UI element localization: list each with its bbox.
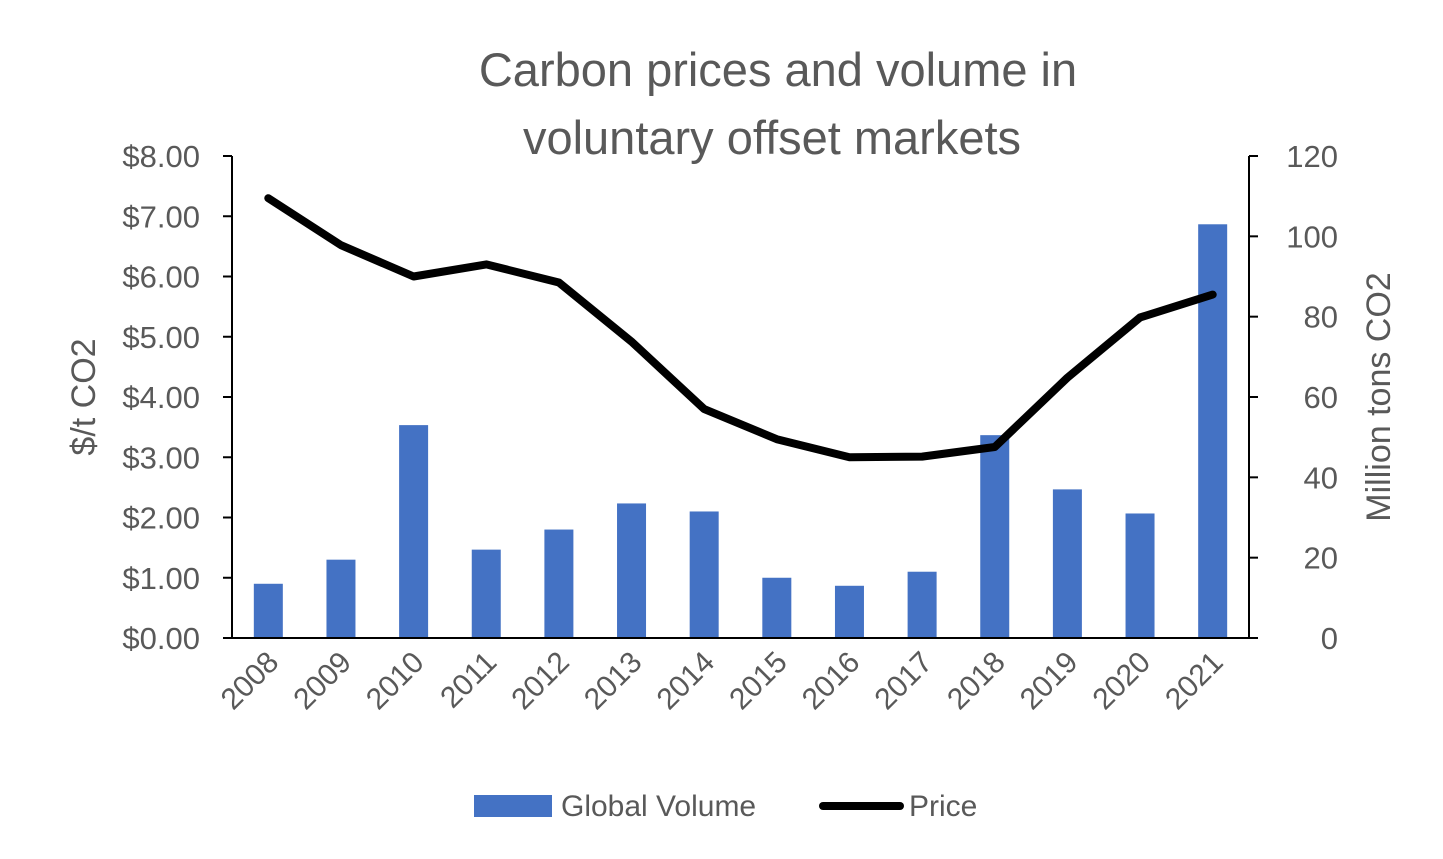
right-tick-label: 100 xyxy=(1286,219,1338,254)
x-tick-label-2020: 2020 xyxy=(1086,646,1157,717)
legend-label-price: Price xyxy=(909,790,977,823)
volume-bar-2012 xyxy=(544,529,574,638)
chart-title-line-2: voluntary offset markets xyxy=(523,111,1021,164)
x-axis-ticks: 2008 2009 2010 2011 2012 2013 2014 2015 2016 2017… xyxy=(215,646,1230,717)
x-tick-label-2018: 2018 xyxy=(941,646,1012,717)
volume-bar-2018 xyxy=(980,435,1010,638)
volume-bar-2021 xyxy=(1198,224,1228,639)
left-axis-label: $/t CO2 xyxy=(65,338,103,455)
volume-bar-2009 xyxy=(326,559,356,638)
legend: Global Volume Price xyxy=(474,790,977,823)
volume-bar-2013 xyxy=(617,503,647,638)
left-tick-label: $4.00 xyxy=(122,380,200,415)
left-tick-label: $3.00 xyxy=(122,440,200,475)
left-tick-label: $1.00 xyxy=(122,561,200,596)
x-tick-label-2016: 2016 xyxy=(796,646,867,717)
right-tick-label: 20 xyxy=(1304,541,1338,576)
volume-bar-2016 xyxy=(834,585,864,638)
legend-swatch-global-volume xyxy=(474,795,552,817)
x-tick-label-2014: 2014 xyxy=(651,646,722,717)
x-tick-label-2008: 2008 xyxy=(215,646,286,717)
left-tick-label: $0.00 xyxy=(122,621,200,656)
right-tick-label: 40 xyxy=(1304,460,1338,495)
right-tick-label: 60 xyxy=(1304,380,1338,415)
left-tick-label: $6.00 xyxy=(122,260,200,295)
left-tick-label: $7.00 xyxy=(122,199,200,234)
left-tick-label: $2.00 xyxy=(122,501,200,536)
x-tick-label-2019: 2019 xyxy=(1014,646,1085,717)
right-tick-label: 0 xyxy=(1321,621,1338,656)
x-tick-label-2011: 2011 xyxy=(434,646,503,715)
right-axis-ticks: 0 20 40 60 80 100 120 xyxy=(1249,139,1338,656)
x-tick-label-2015: 2015 xyxy=(723,646,794,717)
left-axis-ticks: $0.00 $1.00 $2.00 $3.00 $4.00 $5.00 $6.00 $7.00… xyxy=(122,139,232,656)
volume-bar-2008 xyxy=(253,583,283,638)
volume-bar-2020 xyxy=(1125,513,1155,638)
x-tick-label-2010: 2010 xyxy=(360,646,431,717)
volume-bar-2017 xyxy=(907,571,937,638)
right-axis-label: Million tons CO2 xyxy=(1360,272,1398,521)
x-tick-label-2013: 2013 xyxy=(578,646,649,717)
volume-bar-2019 xyxy=(1052,489,1082,638)
x-tick-label-2017: 2017 xyxy=(869,646,940,717)
x-tick-label-2021: 2021 xyxy=(1159,646,1230,717)
legend-label-global-volume: Global Volume xyxy=(561,790,756,823)
left-tick-label: $8.00 xyxy=(122,139,200,174)
right-tick-label: 120 xyxy=(1286,139,1338,174)
x-tick-label-2012: 2012 xyxy=(505,646,576,717)
price-line xyxy=(264,194,1217,462)
right-tick-label: 80 xyxy=(1304,300,1338,335)
volume-bars xyxy=(253,224,1228,639)
volume-bar-2011 xyxy=(471,549,501,638)
volume-bar-2015 xyxy=(762,577,792,638)
x-tick-label-2009: 2009 xyxy=(287,646,358,717)
left-tick-label: $5.00 xyxy=(122,320,200,355)
chart-title-line-1: Carbon prices and volume in xyxy=(479,43,1077,96)
volume-bar-2010 xyxy=(399,425,429,638)
volume-bar-2014 xyxy=(689,511,719,638)
